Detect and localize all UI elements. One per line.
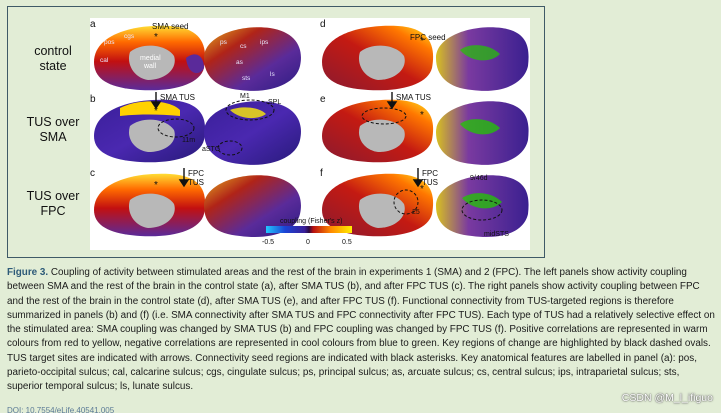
label-fpc-seed: FPC seed: [410, 33, 446, 42]
colorbar-tick-zero: 0: [306, 239, 310, 246]
caption-text: Coupling of activity between stimulated …: [7, 267, 715, 393]
brain-panels: * * * * * * a b c d e f SMA seed FPC see…: [90, 18, 530, 250]
panel-d: [322, 25, 529, 91]
panel-c: [94, 173, 301, 238]
tus-arrows: [150, 92, 424, 188]
sulci-labels-a: pos cgs cal ps cs ips as sts ls: [100, 33, 275, 82]
svg-text:*: *: [154, 180, 158, 191]
panel-letter-a: a: [90, 19, 96, 30]
panel-e: [322, 99, 529, 165]
label-fpc-tus-c-2: TUS: [188, 178, 204, 187]
label-25: 25: [412, 209, 420, 216]
row-label-tus-fpc: TUS over FPC: [26, 189, 80, 218]
dashed-ovals: [157, 99, 503, 221]
panel-letter-e: e: [320, 94, 326, 105]
label-fpc-tus-c-1: FPC: [188, 169, 204, 178]
panel-letter-d: d: [320, 19, 326, 30]
label-9-46d: 9/46d: [470, 175, 488, 182]
svg-text:*: *: [154, 32, 158, 43]
doi-link[interactable]: DOI: 10.7554/eLife.40541.005: [7, 406, 115, 413]
panel-letter-c: c: [90, 168, 95, 179]
sulcus-cs: cs: [240, 43, 247, 50]
sulcus-as: as: [236, 59, 244, 66]
watermark: CSDN @M_l_ifiguo: [621, 392, 713, 404]
sulcus-cgs: cgs: [124, 33, 135, 40]
figure-caption: Figure 3. Coupling of activity between s…: [7, 266, 715, 395]
colorbar-tick-pos: 0.5: [342, 239, 352, 246]
sulcus-ls: ls: [270, 71, 275, 78]
sulcus-pos: pos: [104, 39, 115, 46]
label-sma-tus-b: SMA TUS: [160, 93, 195, 102]
row-label-control: control state: [34, 44, 72, 73]
label-m1: M1: [240, 93, 250, 100]
colorbar: coupling (Fisher's z) -0.5 0 0.5: [262, 218, 352, 246]
svg-text:*: *: [420, 184, 424, 195]
panel-b: [94, 99, 301, 165]
label-medial-2: wall: [143, 63, 157, 70]
panel-f: [322, 173, 529, 238]
panel-letter-b: b: [90, 94, 96, 105]
label-fpc-tus-f-1: FPC: [422, 169, 438, 178]
label-sma-seed: SMA seed: [152, 22, 188, 31]
seed-asterisks: * * * * * *: [154, 32, 424, 195]
sulcus-ps: ps: [220, 39, 228, 46]
figure-label: Figure 3.: [7, 267, 49, 278]
panel-letter-f: f: [320, 168, 323, 179]
svg-text:*: *: [420, 36, 424, 47]
row-label-tus-sma: TUS over SMA: [26, 115, 80, 144]
sulcus-sts: sts: [242, 75, 251, 82]
brain-panels-svg: * * * * * * a b c d e f SMA seed FPC see…: [90, 19, 529, 246]
label-midsts: midSTS: [484, 231, 509, 238]
sulcus-ips: ips: [260, 39, 269, 46]
label-fpc-tus-f-2: TUS: [422, 178, 438, 187]
panel-a: [94, 25, 301, 91]
colorbar-title: coupling (Fisher's z): [280, 218, 342, 225]
label-spl: SPL: [268, 99, 281, 106]
colorbar-gradient: [266, 226, 352, 233]
figure-frame: [7, 6, 545, 258]
label-astg: aSTG: [202, 146, 220, 153]
sulcus-cal: cal: [100, 57, 109, 64]
label-medial-1: medial: [140, 55, 161, 62]
label-11m: 11m: [182, 137, 195, 144]
svg-text:*: *: [154, 106, 158, 117]
svg-text:*: *: [420, 110, 424, 121]
label-sma-tus-e: SMA TUS: [396, 93, 431, 102]
colorbar-tick-neg: -0.5: [262, 239, 274, 246]
